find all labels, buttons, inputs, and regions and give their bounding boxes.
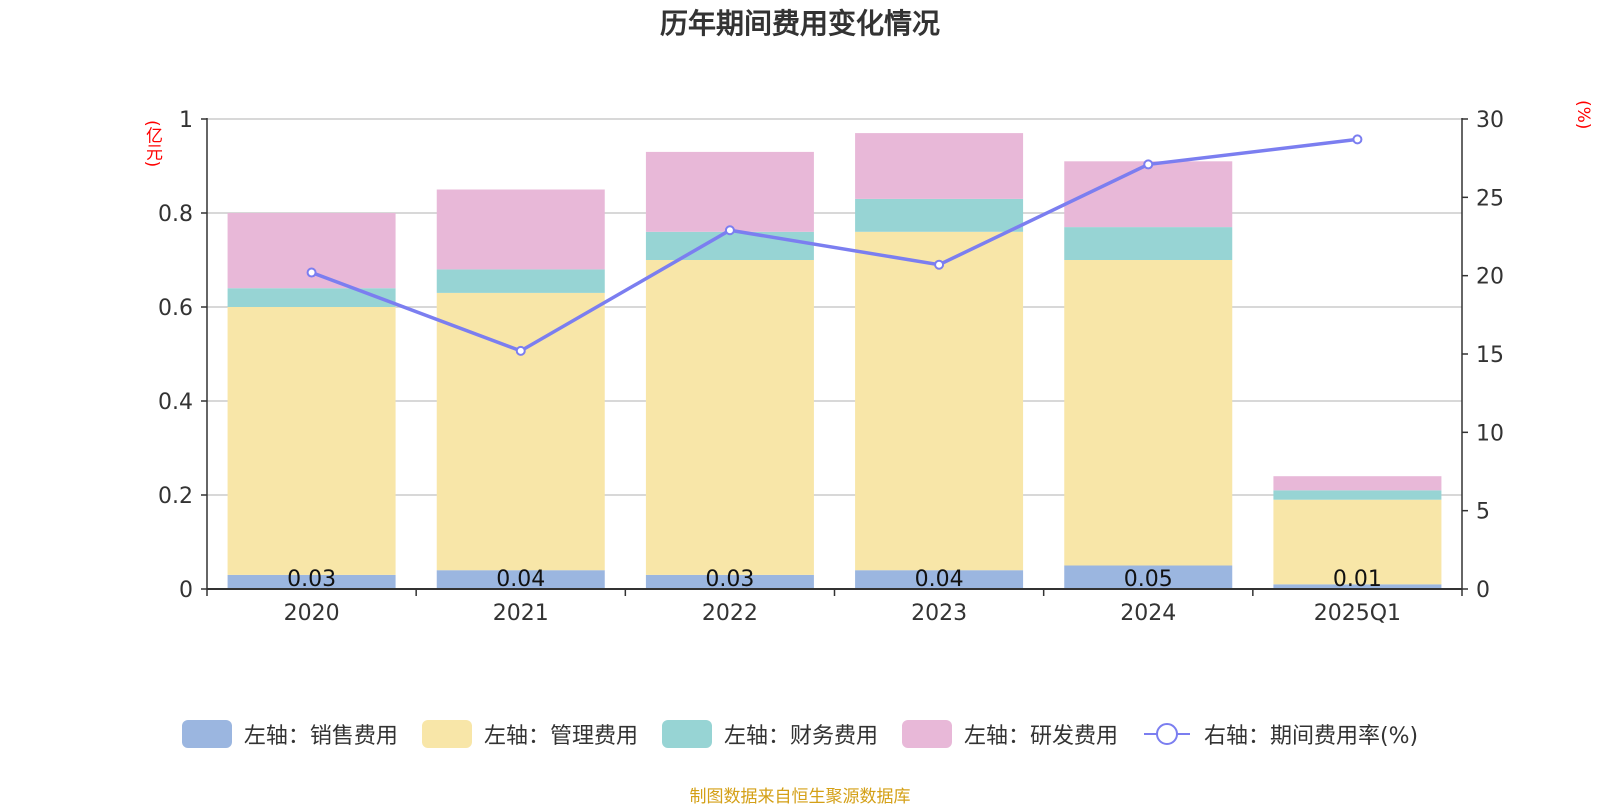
legend-swatch-sales — [181, 720, 232, 748]
legend-label-finance: 左轴：财务费用 — [723, 724, 878, 749]
bar-value-label: 0.03 — [705, 567, 754, 592]
right-axis-tick-label: 30 — [1476, 108, 1504, 133]
right-axis-unit: (%) — [1573, 100, 1593, 130]
legend: 左轴：销售费用 左轴：管理费用 左轴：财务费用 左轴：研发费用 右轴：期间费用率… — [0, 718, 1600, 750]
rate-point — [306, 267, 317, 278]
bar-segment — [1273, 499, 1442, 585]
x-axis-tick-label: 2022 — [702, 601, 758, 626]
x-axis-tick-label: 2021 — [493, 601, 549, 626]
rate-point — [1143, 159, 1154, 170]
left-axis-tick-label: 0.8 — [158, 202, 193, 227]
legend-item-finance[interactable]: 左轴：财务费用 — [661, 718, 878, 750]
left-axis-tick-label: 0.6 — [158, 296, 193, 321]
data-source-note: 制图数据来自恒生聚源数据库 — [689, 787, 911, 807]
bar-segment — [436, 189, 605, 270]
right-axis-tick-label: 15 — [1476, 343, 1504, 368]
bar-segment — [436, 269, 605, 293]
bar-value-label: 0.04 — [496, 567, 545, 592]
legend-swatch-admin — [421, 720, 472, 748]
bar-segment — [645, 231, 814, 260]
left-axis-tick-label: 0.4 — [158, 390, 193, 415]
legend-label-rate: 右轴：期间费用率(%) — [1203, 724, 1419, 749]
right-axis-tick-label: 25 — [1476, 186, 1504, 211]
x-axis-tick-label: 2023 — [911, 601, 967, 626]
right-axis-tick-label: 5 — [1476, 500, 1490, 525]
x-axis-tick-label: 2020 — [284, 601, 340, 626]
bar-segment — [645, 260, 814, 575]
x-axis-tick-label: 2024 — [1120, 601, 1176, 626]
left-axis-unit: (亿元) — [142, 120, 162, 168]
legend-swatch-rate — [1143, 723, 1190, 745]
left-axis-tick-label: 1 — [179, 108, 193, 133]
bar-segment — [645, 574, 814, 589]
bar-segment — [227, 307, 396, 575]
bar-segment — [436, 570, 605, 589]
legend-item-rd[interactable]: 左轴：研发费用 — [901, 718, 1118, 750]
bar-segment — [1064, 227, 1233, 260]
bar-segment — [855, 198, 1024, 232]
bar-segment — [855, 570, 1024, 589]
legend-label-sales: 左轴：销售费用 — [243, 724, 398, 749]
rate-point — [934, 259, 945, 270]
legend-swatch-finance — [661, 720, 712, 748]
bar-segment — [1064, 161, 1233, 228]
right-axis-tick-label: 10 — [1476, 421, 1504, 446]
rate-point — [724, 225, 735, 236]
x-axis-tick-label: 2025Q1 — [1314, 601, 1401, 626]
bar-value-label: 0.01 — [1333, 567, 1382, 592]
bar-segment — [436, 292, 605, 571]
left-axis-tick-label: 0 — [179, 578, 193, 603]
bar-segment — [227, 288, 396, 307]
bar-segment — [645, 151, 814, 232]
legend-label-rd: 左轴：研发费用 — [963, 724, 1118, 749]
legend-label-admin: 左轴：管理费用 — [483, 724, 638, 749]
right-axis-tick-label: 0 — [1476, 578, 1490, 603]
bar-value-label: 0.05 — [1124, 567, 1173, 592]
bar-segment — [1273, 490, 1442, 500]
right-axis-tick-label: 20 — [1476, 265, 1504, 290]
chart-title: 历年期间费用变化情况 — [659, 7, 940, 40]
left-axis-tick-label: 0.2 — [158, 484, 193, 509]
legend-item-admin[interactable]: 左轴：管理费用 — [421, 718, 638, 750]
bar-value-label: 0.04 — [915, 567, 964, 592]
bar-segment — [1273, 476, 1442, 491]
bar-segment — [227, 574, 396, 589]
bar-segment — [855, 231, 1024, 571]
bar-segment — [1064, 260, 1233, 566]
bar-value-label: 0.03 — [287, 567, 336, 592]
bar-segment — [1064, 565, 1233, 589]
bar-segment — [1273, 584, 1442, 589]
rate-line — [310, 137, 1358, 353]
legend-item-sales[interactable]: 左轴：销售费用 — [181, 718, 398, 750]
legend-item-rate[interactable]: 右轴：期间费用率(%) — [1142, 718, 1418, 750]
rate-point — [515, 345, 526, 356]
rate-point — [1352, 134, 1363, 145]
bar-segment — [855, 133, 1024, 199]
legend-swatch-rd — [901, 720, 952, 748]
